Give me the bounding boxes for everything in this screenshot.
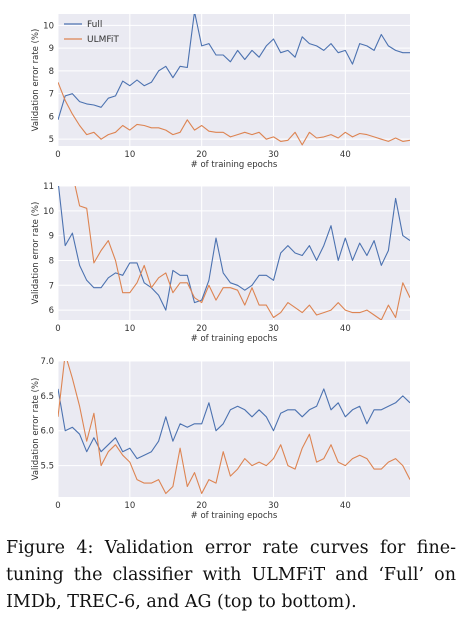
x-axis-label: # of training epochs: [191, 511, 278, 521]
y-tick-label: 6.0: [40, 427, 54, 437]
y-axis-label: Validation error rate (%): [31, 202, 41, 305]
x-tick-label: 10: [124, 150, 135, 160]
series-line-ulmfit: [58, 82, 410, 146]
x-axis-label: # of training epochs: [191, 334, 278, 344]
y-tick-label: 10: [43, 21, 54, 31]
plot-background: [58, 186, 410, 320]
y-tick-label: 6: [49, 112, 54, 122]
y-axis-label: Validation error rate (%): [31, 378, 41, 481]
y-tick-label: 5.5: [40, 462, 54, 472]
x-tick-label: 20: [196, 324, 207, 334]
y-tick-label: 9: [49, 44, 54, 54]
x-tick-label: 0: [55, 324, 60, 334]
y-tick-label: 10: [43, 207, 54, 217]
series-line-ulmfit: [58, 361, 410, 495]
chart-panel-trec6: 0 10 20 30 40 6 7 8 9 10 11 # of training epochs Val…: [31, 182, 410, 344]
y-tick-label: 7: [49, 281, 54, 291]
x-tick-label: 0: [55, 501, 60, 511]
plot-background: [58, 361, 410, 497]
legend-label-ulmfit: ULMFiT: [87, 35, 119, 45]
x-tick-label: 0: [55, 150, 60, 160]
series-line-full: [58, 388, 410, 460]
y-tick-label: 7: [49, 90, 54, 100]
y-axis-label: Validation error rate (%): [31, 29, 41, 132]
x-tick-label: 30: [268, 501, 279, 511]
figure: 0 10 20 30 40 5 6 7 8 9 10 # of training epochs Vali…: [31, 14, 410, 521]
chart-panel-ag: 0 10 20 30 40 5.5 6.0 6.5 7.0 # of training epoch…: [31, 357, 410, 521]
x-tick-label: 20: [196, 150, 207, 160]
x-tick-label: 40: [340, 324, 351, 334]
y-tick-label: 5: [49, 135, 54, 145]
y-tick-label: 11: [43, 182, 54, 192]
series-line-full: [58, 186, 410, 311]
x-tick-label: 30: [268, 150, 279, 160]
y-tick-label: 9: [49, 232, 54, 242]
x-tick-label: 40: [340, 501, 351, 511]
y-tick-label: 6.5: [40, 392, 54, 402]
x-tick-label: 30: [268, 324, 279, 334]
y-tick-label: 7.0: [40, 357, 54, 367]
y-tick-label: 8: [49, 256, 54, 266]
x-tick-label: 10: [124, 324, 135, 334]
legend: Full ULMFiT: [64, 20, 119, 45]
x-tick-label: 40: [340, 150, 351, 160]
series-line-ulmfit: [74, 186, 410, 320]
plot-background: [58, 14, 410, 146]
figure-caption: Figure 4: Validation error rate curves f…: [6, 538, 456, 612]
x-tick-label: 10: [124, 501, 135, 511]
y-tick-label: 8: [49, 67, 54, 77]
chart-panel-imdb: 0 10 20 30 40 5 6 7 8 9 10 # of training epochs Vali…: [31, 14, 410, 170]
legend-label-full: Full: [87, 20, 102, 30]
x-axis-label: # of training epochs: [191, 160, 278, 170]
x-tick-label: 20: [196, 501, 207, 511]
y-tick-label: 6: [49, 306, 54, 316]
series-line-full: [58, 14, 410, 120]
